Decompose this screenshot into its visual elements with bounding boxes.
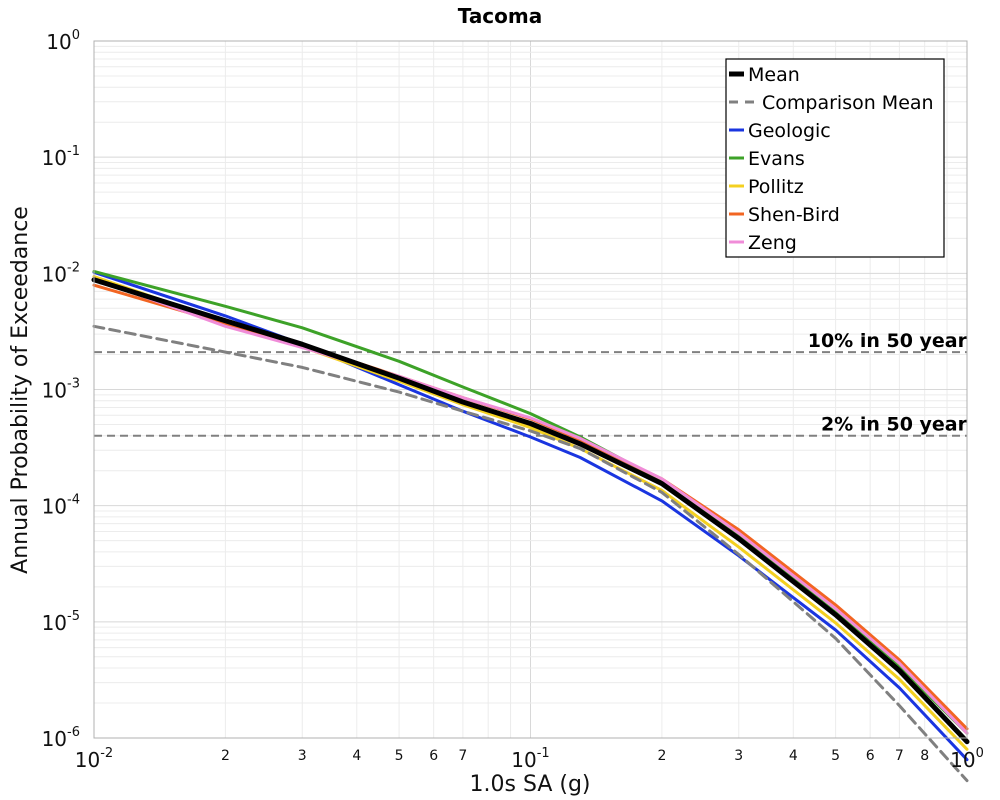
x-tick-label: 100 xyxy=(950,746,984,772)
series-line-mean xyxy=(91,277,970,745)
legend-label: Mean xyxy=(748,64,800,86)
x-minor-tick-label: 6 xyxy=(429,748,438,764)
y-tick-label: 10-3 xyxy=(42,377,80,403)
legend-label: Comparison Mean xyxy=(762,92,934,114)
legend-label: Zeng xyxy=(748,232,797,254)
x-minor-tick-label: 7 xyxy=(895,748,904,764)
legend-label: Geologic xyxy=(748,120,831,142)
grid xyxy=(93,41,967,739)
x-minor-tick-label: 5 xyxy=(831,748,840,764)
y-axis-ticks: 100 10-1 10-2 10-3 10-4 10-5 10-6 xyxy=(42,28,80,751)
x-tick-label: 10-1 xyxy=(511,746,549,772)
x-minor-tick-label: 3 xyxy=(734,748,743,764)
series-line-comparison-mean xyxy=(92,324,969,783)
legend-label: Evans xyxy=(748,148,805,170)
y-tick-label: 10-4 xyxy=(42,493,80,519)
y-tick-label: 10-1 xyxy=(42,144,80,170)
series-line-zeng xyxy=(92,277,969,735)
x-minor-tick-label: 4 xyxy=(352,748,361,764)
x-minor-tick-label: 2 xyxy=(221,748,230,764)
x-minor-tick-label: 8 xyxy=(920,748,929,764)
y-tick-label: 10-2 xyxy=(42,260,80,286)
y-axis-title: Annual Probability of Exceedance xyxy=(8,206,33,574)
chart-title: Tacoma xyxy=(458,4,543,28)
legend-box xyxy=(725,58,945,258)
y-tick-label: 10-5 xyxy=(42,609,80,635)
legend-label: Shen-Bird xyxy=(748,204,840,226)
plot-frame xyxy=(93,40,968,739)
y-tick-label: 10-6 xyxy=(42,725,80,751)
legend-label: Pollitz xyxy=(748,176,804,198)
y-tick-label: 100 xyxy=(46,28,80,54)
x-tick-label: 10-2 xyxy=(75,746,113,772)
x-minor-tick-label: 7 xyxy=(458,748,467,764)
x-minor-tick-label: 2 xyxy=(657,748,666,764)
reference-line-label: 2% in 50 year xyxy=(821,414,968,436)
x-minor-tick-label: 5 xyxy=(395,748,404,764)
x-minor-tick-label: 4 xyxy=(789,748,798,764)
reference-line-label: 10% in 50 year xyxy=(808,330,968,352)
legend: Mean Comparison Mean Geologic Evans Pollitz S… xyxy=(725,58,945,258)
x-minor-tick-label: 3 xyxy=(298,748,307,764)
x-axis-title: 1.0s SA (g) xyxy=(470,772,591,797)
series-layer xyxy=(91,269,970,783)
x-minor-tick-label: 6 xyxy=(866,748,875,764)
